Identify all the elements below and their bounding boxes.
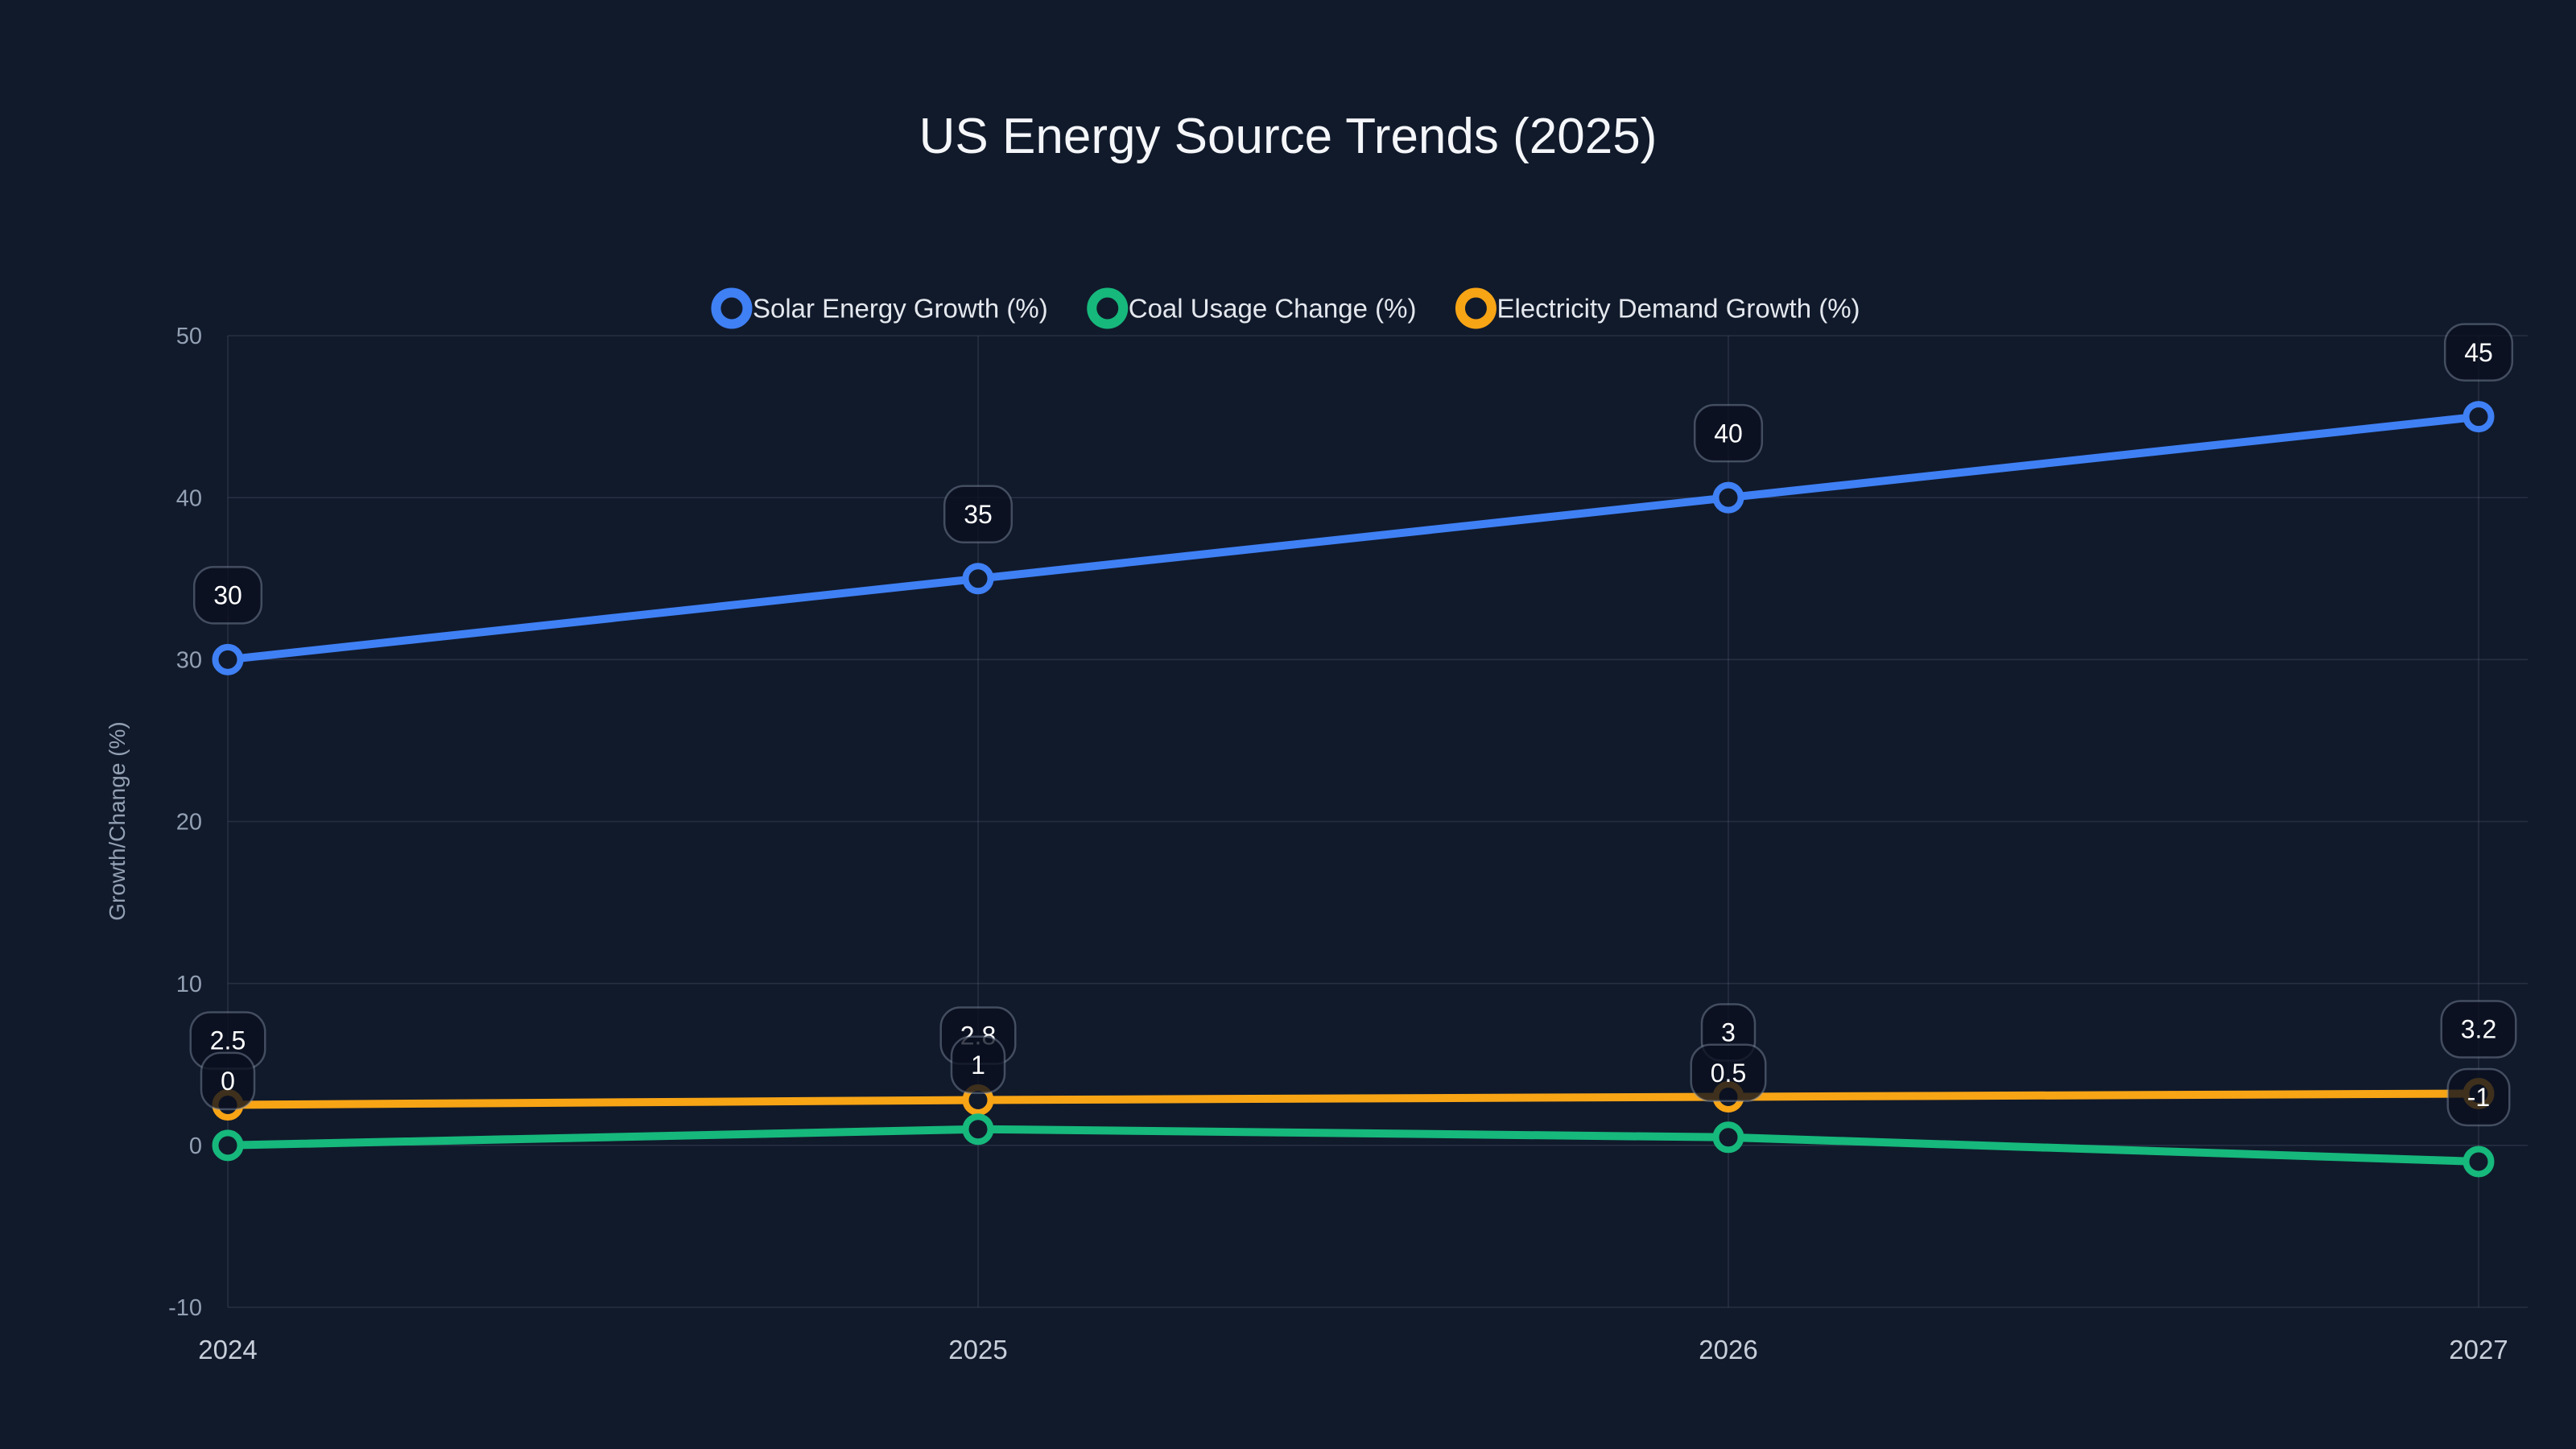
y-tick-label: -10 [168, 1295, 202, 1321]
legend-ring-icon [1455, 287, 1496, 329]
y-axis-title: Growth/Change (%) [105, 721, 130, 920]
data-point-coal-usage-change-2025[interactable] [962, 1113, 994, 1146]
series-coal-usage-change [212, 1113, 2495, 1178]
point-label-solar-energy-growth-2027: 45 [2443, 323, 2514, 382]
data-point-solar-energy-growth-2025[interactable] [962, 563, 994, 595]
point-label-box [950, 1035, 1006, 1094]
point-label-electricity-demand-growth-2024: 2.5 [189, 1011, 266, 1070]
point-label-text: 0.5 [1711, 1059, 1746, 1088]
grid-layer [227, 335, 2528, 1308]
point-label-solar-energy-growth-2024: 30 [192, 566, 263, 625]
point-label-box [192, 566, 263, 625]
point-label-text: 0 [221, 1067, 235, 1096]
legend-ring-icon [711, 287, 753, 329]
y-tick-label: 20 [176, 810, 202, 836]
legend: Solar Energy Growth (%) Coal Usage Change… [711, 287, 1860, 329]
data-point-solar-energy-growth-2024[interactable] [212, 643, 244, 675]
point-label-text: 40 [1714, 419, 1743, 448]
point-label-electricity-demand-growth-2027: 3.2 [2440, 1000, 2517, 1059]
legend-item-coal-usage-change[interactable]: Coal Usage Change (%) [1087, 287, 1417, 329]
legend-item-solar-energy-growth[interactable]: Solar Energy Growth (%) [711, 287, 1048, 329]
point-label-solar-energy-growth-2025: 35 [943, 485, 1013, 543]
series-line-coal-usage-change [224, 1125, 2483, 1166]
point-label-text: 1 [971, 1051, 985, 1080]
legend-item-electricity-demand-growth[interactable]: Electricity Demand Growth (%) [1455, 287, 1860, 329]
point-label-text: 35 [964, 500, 993, 529]
y-tick-label: 10 [176, 972, 202, 997]
point-label-box [1690, 1043, 1767, 1103]
point-label-text: 3.2 [2461, 1015, 2496, 1044]
series-line-electricity-demand-growth [224, 1089, 2483, 1109]
point-label-text: 3 [1721, 1018, 1736, 1047]
series-line-solar-energy-growth [224, 412, 2483, 664]
point-label-box [2440, 1000, 2517, 1059]
data-point-coal-usage-change-2027[interactable] [2462, 1146, 2495, 1178]
point-label-coal-usage-change-2027: -1 [2446, 1067, 2511, 1127]
legend-ring-icon [1087, 287, 1129, 329]
legend-item-label: Electricity Demand Growth (%) [1496, 294, 1860, 324]
point-label-box [2446, 1067, 2511, 1127]
point-label-box [200, 1051, 256, 1111]
chart-title: US Energy Source Trends (2025) [919, 109, 1657, 164]
x-tick-label-2025: 2025 [948, 1335, 1007, 1364]
x-tick-label-2026: 2026 [1699, 1335, 1757, 1364]
point-label-box [1693, 403, 1764, 463]
series-electricity-demand-growth [212, 1077, 2495, 1121]
point-label-coal-usage-change-2025: 1 [950, 1035, 1006, 1094]
point-label-coal-usage-change-2026: 0.5 [1690, 1043, 1767, 1103]
data-point-solar-energy-growth-2027[interactable] [2462, 401, 2495, 433]
point-label-coal-usage-change-2024: 0 [200, 1051, 256, 1111]
data-point-coal-usage-change-2024[interactable] [212, 1129, 244, 1162]
y-tick-label: 40 [176, 485, 202, 511]
point-label-box [2443, 323, 2514, 382]
series-solar-energy-growth [212, 401, 2495, 675]
point-label-text: 30 [213, 581, 242, 610]
y-tick-label: 30 [176, 647, 202, 673]
legend-item-label: Coal Usage Change (%) [1129, 294, 1417, 324]
x-tick-label-2024: 2024 [198, 1335, 257, 1364]
x-tick-label-2027: 2027 [2449, 1335, 2508, 1364]
data-point-coal-usage-change-2026[interactable] [1712, 1121, 1744, 1154]
point-label-text: 2.5 [210, 1026, 246, 1055]
point-label-text: -1 [2467, 1083, 2490, 1112]
point-label-solar-energy-growth-2026: 40 [1693, 403, 1764, 463]
legend-item-label: Solar Energy Growth (%) [753, 294, 1048, 324]
point-label-text: 45 [2464, 338, 2493, 367]
y-tick-label: 0 [189, 1133, 202, 1159]
point-label-box [943, 485, 1013, 543]
y-tick-label: 50 [176, 324, 202, 349]
series-layer [212, 401, 2495, 1178]
data-point-solar-energy-growth-2026[interactable] [1712, 481, 1744, 514]
